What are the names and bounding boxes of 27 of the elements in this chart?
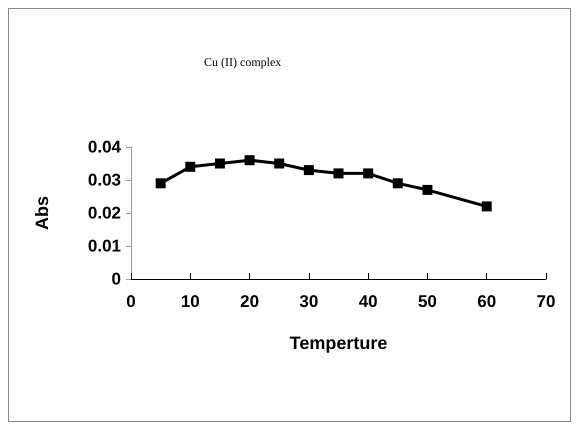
point bbox=[334, 168, 344, 178]
x-tick-label: 20 bbox=[240, 292, 260, 311]
y-tick-label: 0.03 bbox=[88, 170, 121, 190]
point bbox=[482, 201, 492, 212]
x-tick-label: 0 bbox=[126, 292, 136, 311]
x-tick-label: 50 bbox=[418, 292, 437, 311]
x-tick-label: 10 bbox=[180, 292, 200, 311]
point bbox=[363, 168, 374, 178]
x-tick-label: 30 bbox=[299, 292, 318, 311]
x-tick-label: 40 bbox=[358, 292, 378, 311]
point bbox=[156, 178, 166, 188]
y-axis-title: Abs bbox=[32, 196, 52, 230]
point bbox=[185, 162, 196, 172]
point bbox=[214, 158, 225, 168]
point bbox=[274, 158, 284, 168]
point bbox=[304, 165, 314, 176]
y-tick-label: 0.01 bbox=[88, 236, 121, 256]
chart-title: Cu (II) complex bbox=[204, 55, 282, 69]
y-tick-label: 0 bbox=[112, 270, 121, 288]
y-tick-label: 0.02 bbox=[88, 204, 121, 222]
x-tick-label: 70 bbox=[536, 292, 556, 311]
x-tick-label: 60 bbox=[477, 292, 496, 311]
point bbox=[244, 155, 255, 166]
point bbox=[392, 178, 403, 188]
point bbox=[422, 184, 432, 195]
y-tick-label: 0.04 bbox=[88, 138, 122, 156]
x-axis-title: Temperture bbox=[290, 333, 388, 353]
